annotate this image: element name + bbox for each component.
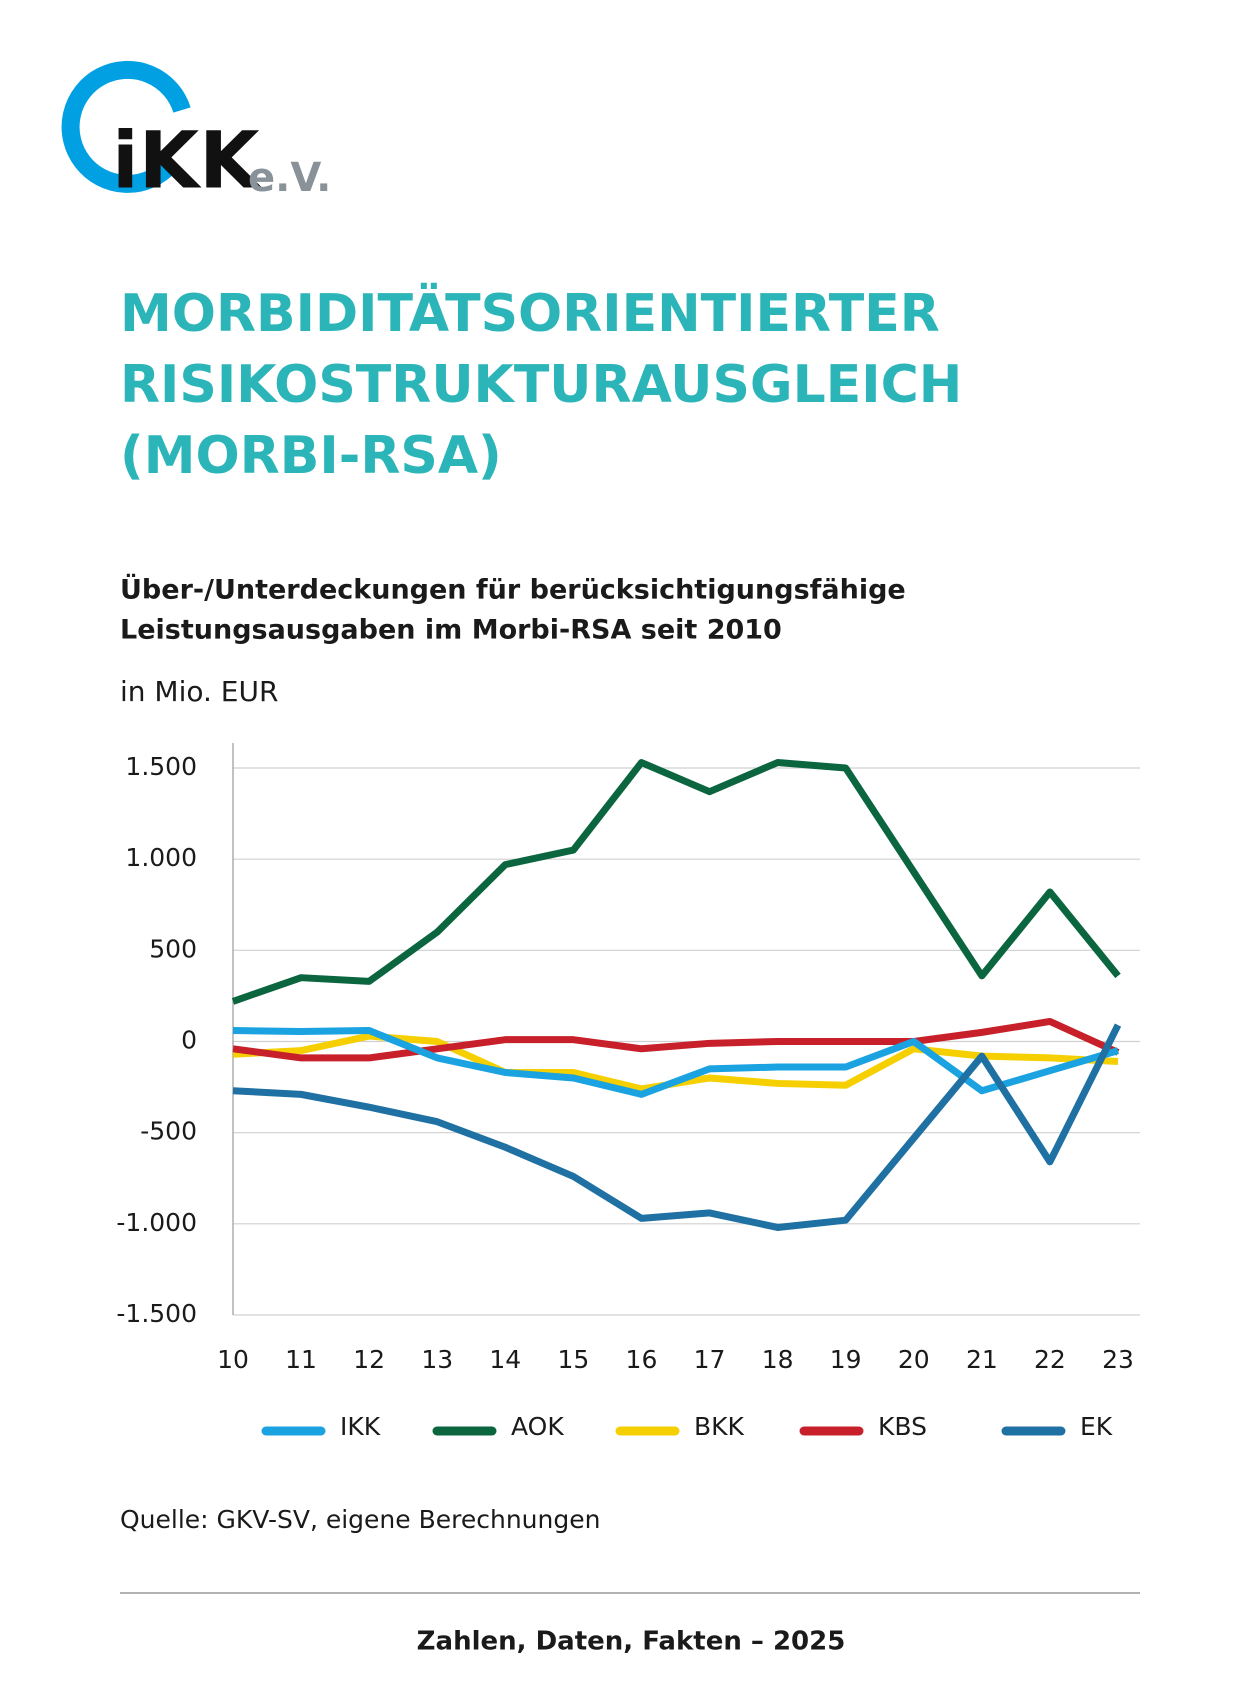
chart-title: Leistungsausgaben im Morbi-RSA seit 2010 <box>120 615 782 646</box>
logo-suffix: e.V. <box>248 155 331 201</box>
legend-label: BKK <box>694 1412 745 1441</box>
x-tick-label: 10 <box>217 1345 249 1374</box>
y-tick-label: 1.000 <box>125 843 197 872</box>
x-tick-label: 16 <box>626 1345 658 1374</box>
y-tick-label: -500 <box>140 1117 197 1146</box>
y-tick-label: -1.000 <box>116 1208 197 1237</box>
legend-label: EK <box>1080 1412 1113 1441</box>
x-tick-label: 20 <box>898 1345 930 1374</box>
y-tick-label: -1.500 <box>116 1299 197 1328</box>
series-line <box>232 1027 1119 1098</box>
chart-title: Über-/Unterdeckungen für berücksichtigun… <box>120 573 906 606</box>
x-tick-label: 23 <box>1102 1345 1134 1374</box>
series-line <box>232 1017 1120 1062</box>
x-tick-label: 11 <box>285 1345 317 1374</box>
series-line <box>231 759 1121 1005</box>
x-tick-label: 15 <box>557 1345 589 1374</box>
title: MORBIDITÄTSORIENTIERTER <box>120 283 940 344</box>
x-tick-label: 19 <box>830 1345 862 1374</box>
y-axis-label: in Mio. EUR <box>120 675 278 708</box>
x-tick-label: 13 <box>421 1345 453 1374</box>
x-tick-label: 17 <box>694 1345 726 1374</box>
legend-label: IKK <box>340 1412 381 1441</box>
title: (MORBI-RSA) <box>120 426 502 486</box>
source: Quelle: GKV-SV, eigene Berechnungen <box>120 1505 600 1534</box>
y-tick-label: 0 <box>181 1026 197 1055</box>
legend-label: KBS <box>878 1412 927 1441</box>
legend-label: AOK <box>511 1412 564 1441</box>
x-tick-label: 22 <box>1034 1345 1066 1374</box>
logo-ring <box>61 60 191 193</box>
y-tick-label: 500 <box>149 934 197 963</box>
series-line <box>232 1023 1122 1231</box>
plot: 1.500 1.000 500 0 -500 -1.000 -1.500 10 11 12 13 14… <box>116 743 1140 1441</box>
x-tick-label: 21 <box>966 1345 998 1374</box>
x-tick-label: 12 <box>353 1345 385 1374</box>
y-tick-label: 1.500 <box>125 752 197 781</box>
footer: Zahlen, Daten, Fakten – 2025 <box>417 1627 846 1657</box>
x-tick-label: 14 <box>489 1345 521 1374</box>
logo-brand: iKK <box>112 116 262 206</box>
title: RISIKOSTRUKTURAUSGLEICH <box>120 355 962 415</box>
x-tick-label: 18 <box>762 1345 794 1374</box>
